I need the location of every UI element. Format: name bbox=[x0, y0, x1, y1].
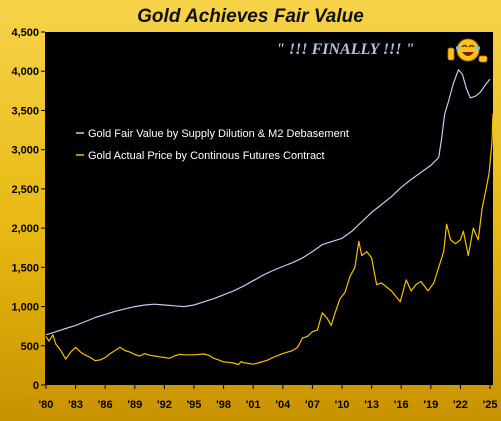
x-tick-label: '98 bbox=[216, 399, 231, 411]
series-lines bbox=[45, 69, 494, 366]
x-tick-label: '07 bbox=[305, 399, 320, 411]
x-axis: '80 '83 '86 '89 '92 '95 '98 '01 '04 '07 '10 '13 '16 '… bbox=[39, 385, 498, 411]
x-tick-label: '01 bbox=[246, 399, 261, 411]
x-tick-label: '22 bbox=[453, 399, 468, 411]
y-tick-label: 4,000 bbox=[11, 66, 39, 78]
x-tick-label: '10 bbox=[335, 399, 350, 411]
x-tick-label: '86 bbox=[98, 399, 113, 411]
y-tick-label: 1,500 bbox=[11, 262, 39, 274]
y-tick-label: 0 bbox=[33, 380, 39, 392]
x-tick-label: '16 bbox=[394, 399, 409, 411]
x-tick-label: '83 bbox=[68, 399, 83, 411]
y-tick-label: 2,000 bbox=[11, 223, 39, 235]
x-tick-label: '95 bbox=[187, 399, 202, 411]
series-line-actual-price bbox=[45, 113, 494, 366]
chart-title: Gold Achieves Fair Value bbox=[137, 6, 364, 27]
y-tick-label: 1,000 bbox=[11, 302, 39, 314]
y-tick-label: 3,500 bbox=[11, 105, 39, 117]
legend-label-actual-price: Gold Actual Price by Continous Futures C… bbox=[88, 150, 325, 162]
x-tick-label: '80 bbox=[39, 399, 54, 411]
y-tick-label: 2,500 bbox=[11, 184, 39, 196]
x-tick-label: '92 bbox=[157, 399, 172, 411]
x-tick-label: '89 bbox=[127, 399, 142, 411]
series-line-fair-value bbox=[45, 69, 491, 336]
legend: Gold Fair Value by Supply Dilution & M2 … bbox=[76, 128, 349, 162]
x-tick-label: '04 bbox=[275, 399, 291, 411]
x-tick-label: '25 bbox=[483, 399, 498, 411]
y-axis: 0 500 1,000 1,500 2,000 2,500 3,000 3,500 4,000 4… bbox=[11, 27, 45, 392]
finally-annotation: " !!! FINALLY !!! " bbox=[276, 41, 414, 58]
y-tick-label: 4,500 bbox=[11, 27, 39, 39]
plot-area bbox=[45, 32, 493, 385]
x-tick-label: '19 bbox=[423, 399, 438, 411]
y-tick-label: 500 bbox=[21, 341, 39, 353]
x-tick-label: '13 bbox=[364, 399, 379, 411]
y-tick-label: 3,000 bbox=[11, 145, 39, 157]
laughing-emoji-icon bbox=[447, 38, 488, 63]
legend-label-fair-value: Gold Fair Value by Supply Dilution & M2 … bbox=[88, 128, 349, 140]
